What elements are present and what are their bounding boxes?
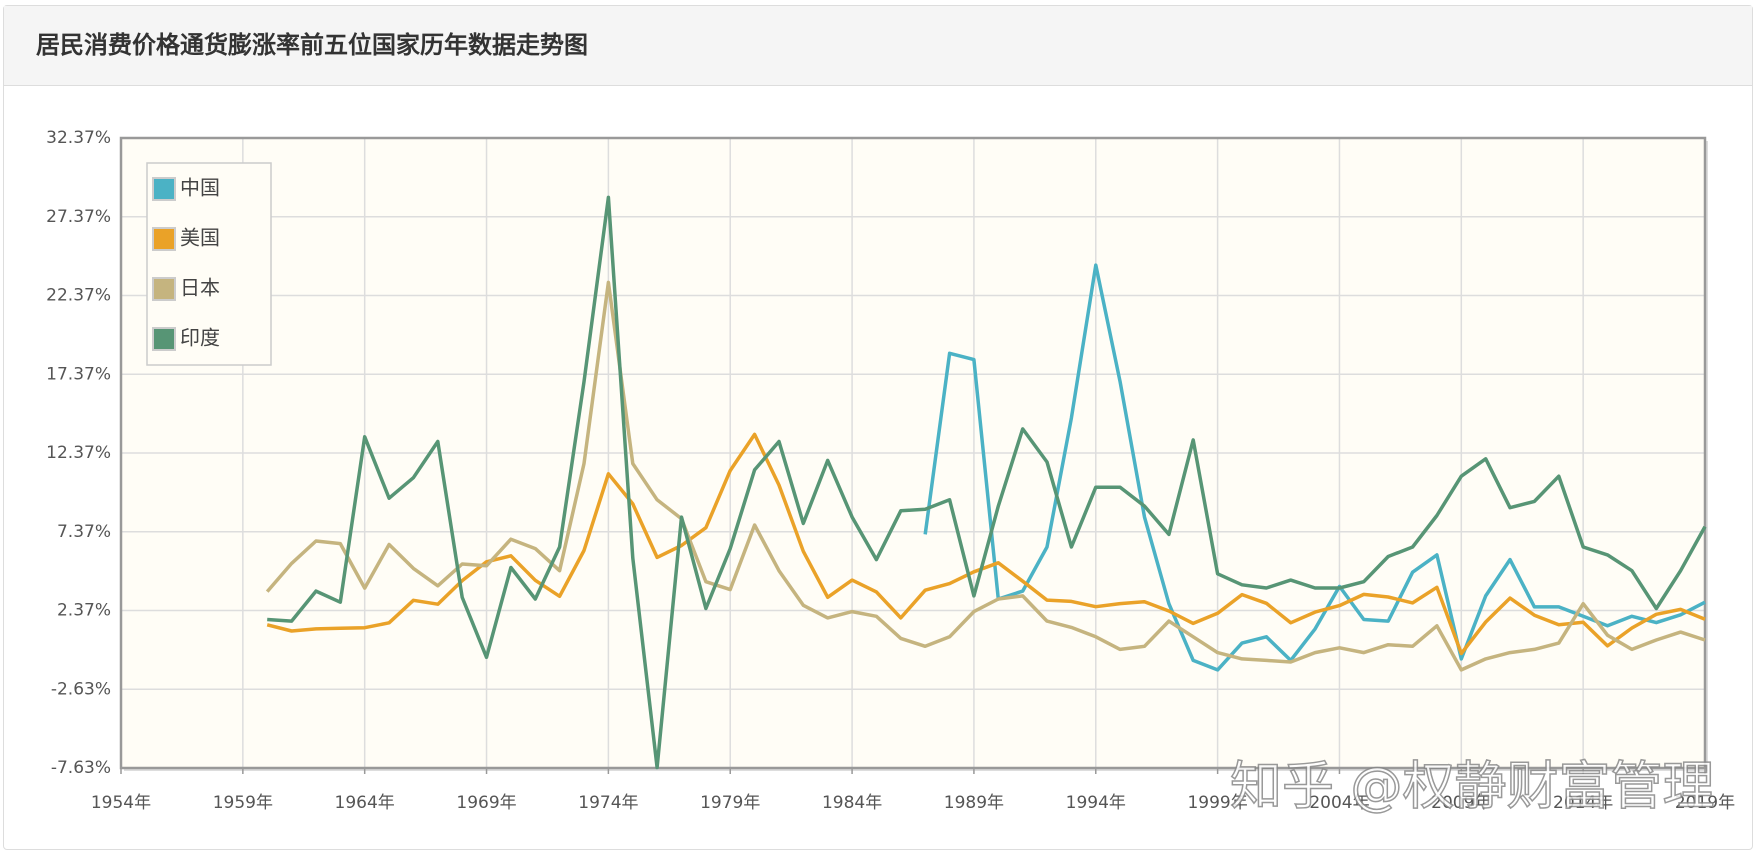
- x-tick-label: 2004年: [1309, 793, 1369, 813]
- legend-label: 中国: [180, 176, 220, 200]
- y-tick-label: -2.63%: [51, 679, 111, 699]
- panel: 居民消费价格通货膨涨率前五位国家历年数据走势图: [3, 5, 1753, 850]
- x-tick-label: 1959年: [213, 793, 273, 813]
- x-tick-label: 2009年: [1431, 793, 1491, 813]
- series-line: [267, 195, 1707, 770]
- series-line: [923, 263, 1706, 672]
- watermark: 知乎 @权静财富管理: [1230, 757, 1715, 817]
- legend-swatch: [152, 227, 176, 251]
- legend-swatch: [152, 177, 176, 201]
- legend-label: 印度: [180, 326, 220, 350]
- legend-label: 日本: [180, 276, 220, 300]
- x-tick-label: 2019年: [1675, 793, 1735, 813]
- x-tick-label: 1984年: [822, 793, 882, 813]
- x-tick-label: 1994年: [1066, 793, 1126, 813]
- y-tick-label: 22.37%: [46, 286, 111, 306]
- y-tick-label: 7.37%: [57, 522, 111, 542]
- y-tick-label: 32.37%: [46, 128, 111, 148]
- x-tick-label: 1999年: [1187, 793, 1247, 813]
- x-tick-label: 1979年: [700, 793, 760, 813]
- x-tick-label: 1954年: [91, 793, 151, 813]
- y-tick-label: 27.37%: [46, 207, 111, 227]
- x-tick-label: 1974年: [578, 793, 638, 813]
- y-tick-label: -7.63%: [51, 758, 111, 778]
- x-tick-label: 1969年: [456, 793, 516, 813]
- legend-label: 美国: [180, 226, 220, 250]
- panel-title: 居民消费价格通货膨涨率前五位国家历年数据走势图: [4, 6, 1752, 86]
- legend-swatch: [152, 327, 176, 351]
- series-line: [265, 280, 1706, 672]
- y-tick-label: 2.37%: [57, 601, 111, 621]
- y-tick-label: 12.37%: [46, 443, 111, 463]
- legend-swatch: [152, 277, 176, 301]
- plot-border: [119, 136, 1707, 770]
- x-tick-label: 2014年: [1553, 793, 1613, 813]
- x-tick-label: 1964年: [335, 793, 395, 813]
- series-line: [266, 432, 1706, 656]
- x-tick-label: 1989年: [944, 793, 1004, 813]
- y-tick-label: 17.37%: [46, 364, 111, 384]
